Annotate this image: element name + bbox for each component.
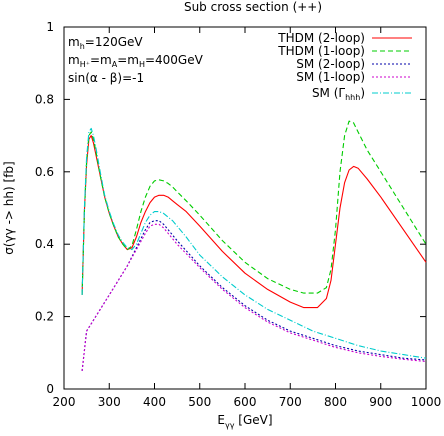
- legend: THDM (2-loop) THDM (1-loop) SM (2-loop) …: [277, 31, 412, 102]
- x-tick-label: 600: [234, 395, 257, 409]
- parameter-box: mh=120GeV mH⁺=mA=mH=400GeV sin(α - β)=-1: [68, 35, 204, 85]
- x-tick-label: 800: [324, 395, 347, 409]
- parameter-sin: sin(α - β)=-1: [68, 71, 144, 85]
- series-line-5: [81, 127, 427, 359]
- y-tick-label: 0.6: [35, 165, 54, 179]
- x-tick-label: 400: [143, 395, 166, 409]
- series-line-1: [81, 135, 427, 309]
- x-tick-label: 300: [98, 395, 121, 409]
- x-axis-label: Eγγ [GeV]: [217, 413, 272, 430]
- axis-tick-labels: 200 300 400 500 600 700 800 900 1000 0 0.2 0.4 0.6 0.…: [35, 20, 441, 409]
- x-tick-label: 900: [369, 395, 392, 409]
- series-line-2: [81, 120, 427, 295]
- parameter-masses: mH⁺=mA=mH=400GeV: [68, 53, 204, 69]
- series-lines: [81, 120, 427, 371]
- legend-label-sm-ghhh: SM (Γhhh): [312, 86, 365, 102]
- y-tick-label: 0.2: [35, 310, 54, 324]
- y-tick-label: 1: [46, 20, 54, 34]
- series-line-3: [81, 220, 427, 371]
- legend-label-sm-2loop: SM (2-loop): [296, 57, 365, 71]
- x-tick-label: 700: [279, 395, 302, 409]
- legend-label-thdm-2loop: THDM (2-loop): [277, 31, 365, 45]
- x-tick-label: 500: [188, 395, 211, 409]
- parameter-mh: mh=120GeV: [68, 35, 143, 51]
- legend-samples: [372, 37, 412, 94]
- x-tick-label: 200: [53, 395, 76, 409]
- y-tick-label: 0.8: [35, 92, 54, 106]
- y-tick-label: 0.4: [35, 237, 54, 251]
- axis-ticks: [63, 26, 427, 390]
- y-tick-label: 0: [46, 382, 54, 396]
- y-axis-label: σ(γγ -> hh) [fb]: [2, 161, 16, 254]
- series-line-4: [81, 223, 427, 371]
- legend-label-sm-1loop: SM (1-loop): [296, 70, 365, 84]
- legend-label-thdm-1loop: THDM (1-loop): [277, 44, 365, 58]
- x-tick-label: 1000: [411, 395, 442, 409]
- chart-title: Sub cross section (++): [184, 0, 322, 14]
